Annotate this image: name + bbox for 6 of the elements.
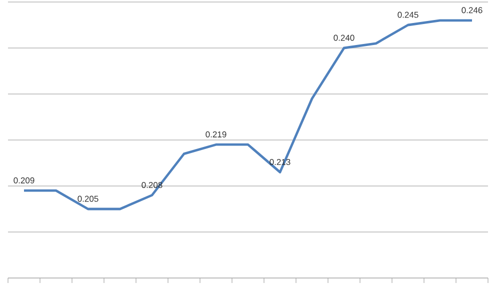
data-label: 0.245 [398,12,418,18]
data-label: 0.209 [14,177,34,184]
data-label: 0.246 [462,7,482,14]
data-label: 0.219 [206,131,226,138]
data-label: 0.240 [334,34,354,41]
data-label: 0.205 [78,196,98,202]
